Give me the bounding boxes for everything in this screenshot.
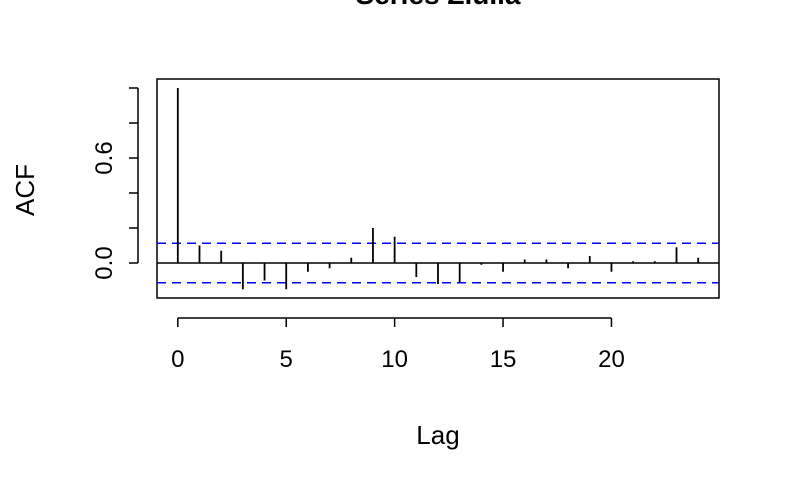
chart-title: Series Ziu.la bbox=[356, 0, 521, 10]
x-axis: 0 5 10 15 20 bbox=[171, 317, 625, 373]
y-axis-label: ACF bbox=[10, 164, 40, 216]
x-tick-label-15: 15 bbox=[490, 346, 517, 373]
x-tick-label-5: 5 bbox=[280, 346, 293, 373]
x-tick-label-0: 0 bbox=[171, 346, 184, 373]
plot-frame bbox=[156, 78, 720, 299]
x-tick-label-10: 10 bbox=[381, 346, 408, 373]
y-tick-label-0: 0.0 bbox=[91, 246, 118, 279]
plot-area bbox=[156, 78, 720, 299]
y-axis: 0.0 0.6 bbox=[91, 87, 139, 280]
y-tick-label-3: 0.6 bbox=[91, 141, 118, 174]
x-tick-label-20: 20 bbox=[598, 346, 625, 373]
x-axis-label: Lag bbox=[416, 420, 459, 450]
